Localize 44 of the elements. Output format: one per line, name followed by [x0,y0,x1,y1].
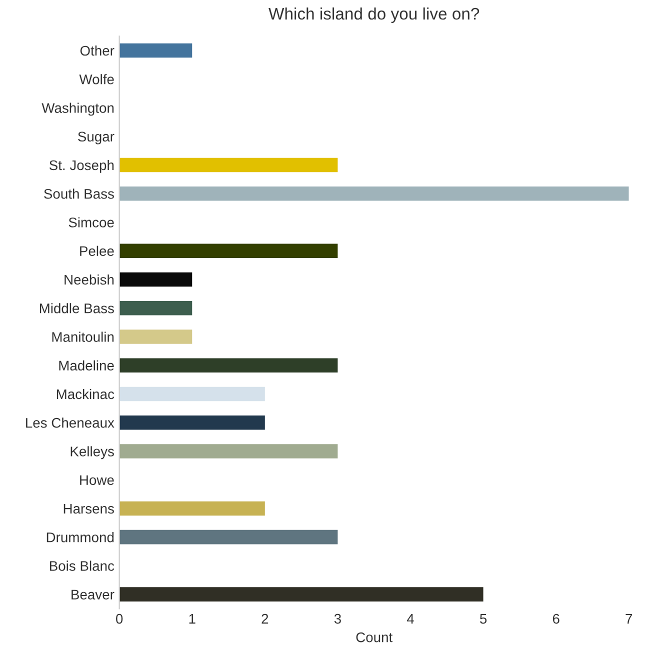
bar [119,415,265,430]
y-tick-label: Sugar [78,132,114,144]
bar [119,158,338,172]
y-tick-label: Beaver [72,590,114,600]
bar [119,501,265,516]
y-tick-label: Bois Blanc [50,560,114,571]
y-tick-label: St. Joseph [49,160,114,173]
x-tick-label: 0 [116,614,123,624]
bar [119,587,484,602]
y-tick-label: Wolfe [79,74,114,84]
bar [119,358,338,373]
y-tick-label: Washington [42,102,114,116]
y-tick-label: Les Cheneaux [26,418,114,428]
x-axis-title: Count [356,632,393,642]
y-tick-label: Harsens [64,504,114,514]
y-tick-label: Drummond [46,532,114,542]
y-tick-label: Middle Bass [40,303,114,314]
y-tick-label: Madeline [59,360,114,371]
x-tick-label: 1 [189,614,196,624]
x-tick-label: 4 [406,614,414,624]
x-tick-label: 7 [626,614,632,624]
y-tick-label: Other [80,45,114,56]
x-tick-label: 5 [480,614,487,624]
bar [119,272,192,287]
bar [119,444,338,458]
y-tick-label: Howe [80,475,114,486]
bar [119,186,629,201]
y-tick-label: Manitoulin [52,332,114,342]
bar [119,330,192,344]
x-tick-label: 6 [552,614,560,624]
x-tick-label: 3 [334,614,341,624]
bar [119,300,192,316]
chart-title: Which island do you live on? [268,7,480,23]
x-tick-label: 2 [262,614,268,624]
bar [119,530,338,544]
y-tick-label: South Bass [44,188,114,199]
y-tick-label: Kelleys [70,446,114,460]
bar [119,244,338,258]
y-tick-label: Mackinac [56,388,114,400]
y-tick-label: Simcoe [68,217,114,228]
y-tick-label: Neebish [64,274,114,285]
bar [119,386,265,402]
y-tick-label: Pelee [80,246,114,256]
bar [119,43,192,58]
